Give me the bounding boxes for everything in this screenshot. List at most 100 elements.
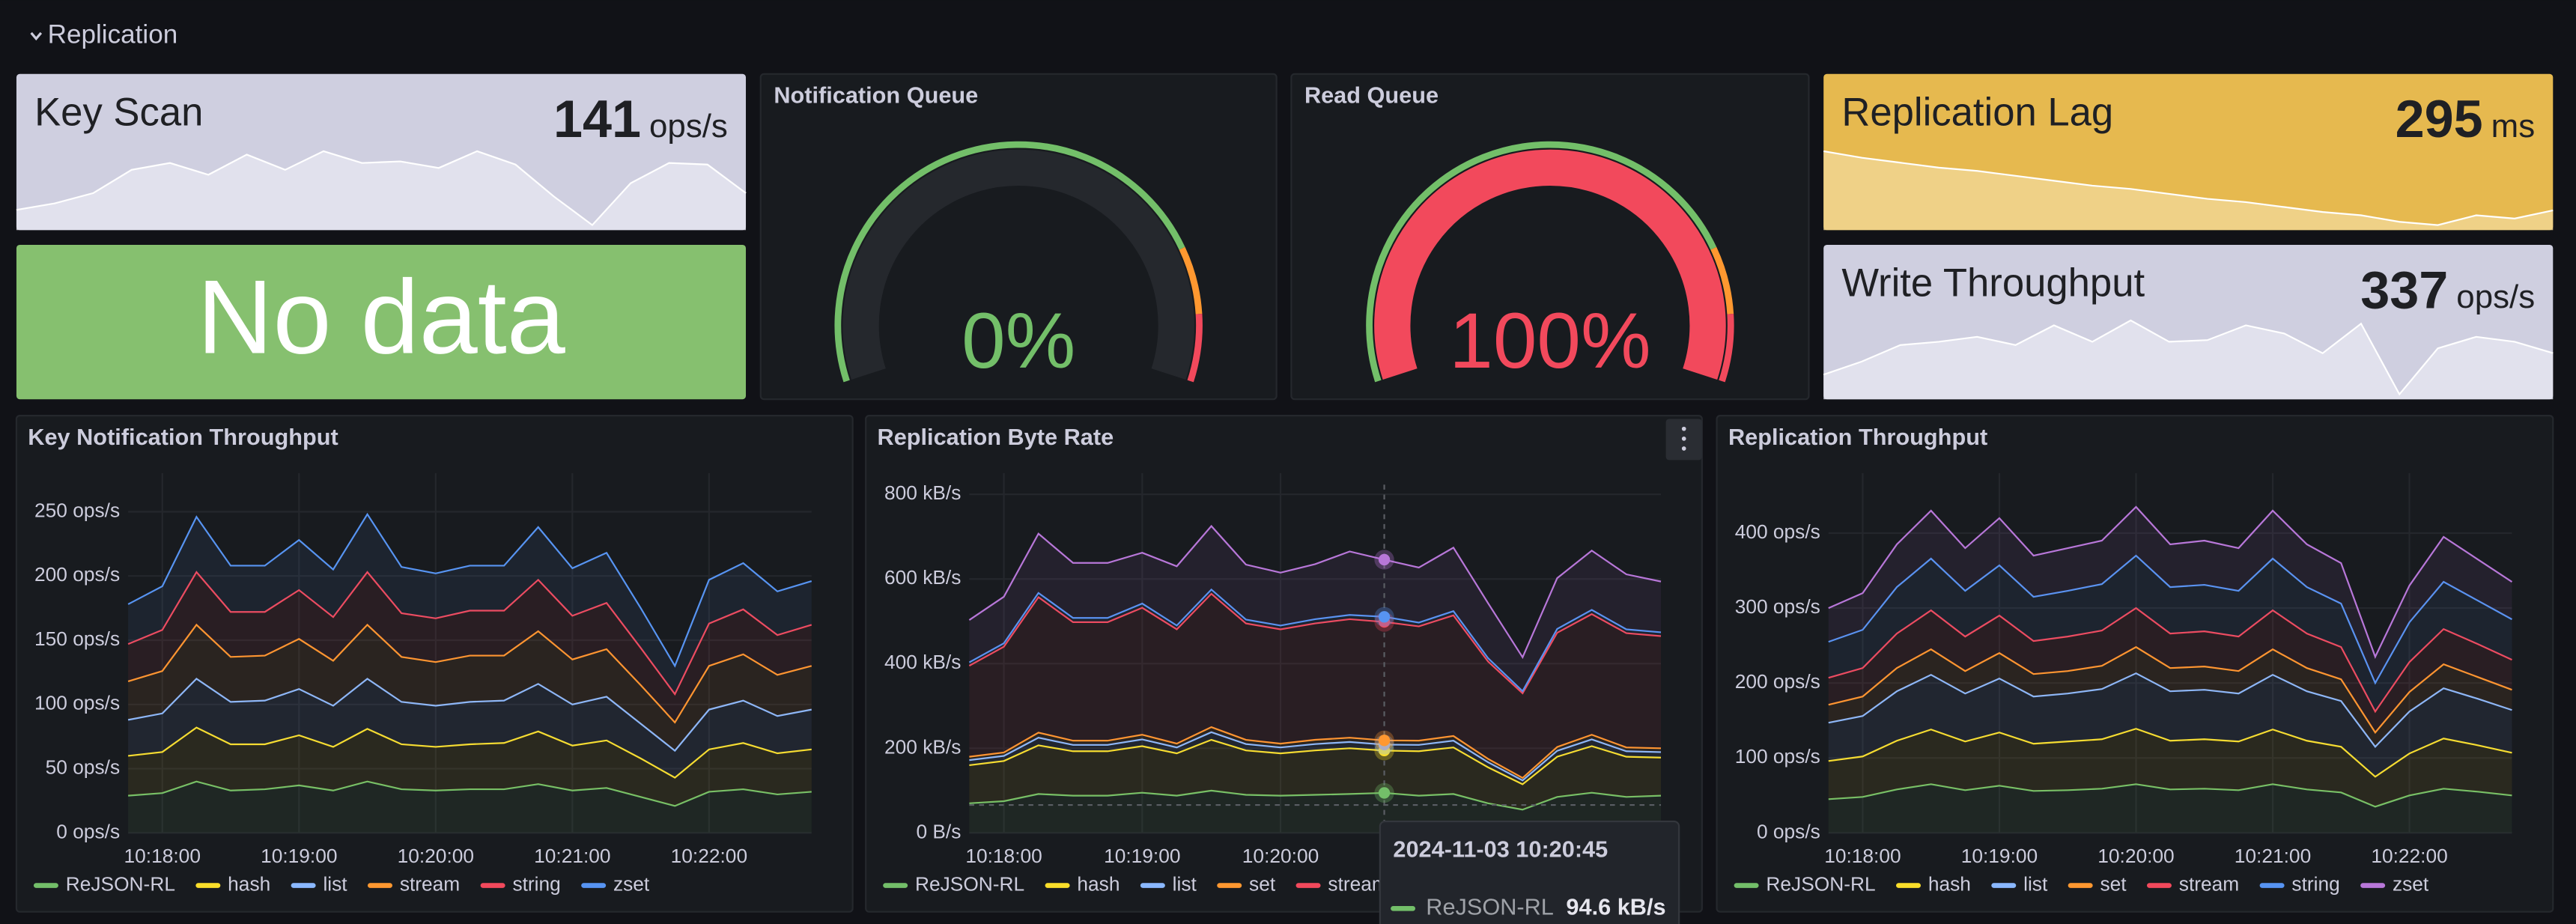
y-tick-label: 0 ops/s bbox=[56, 820, 120, 842]
legend-label[interactable]: list bbox=[2023, 873, 2048, 896]
x-tick-label: 10:19:00 bbox=[1961, 845, 2038, 867]
y-tick-label: 250 ops/s bbox=[34, 499, 120, 521]
series-line bbox=[127, 678, 812, 753]
menu-dot[interactable] bbox=[1681, 446, 1686, 451]
legend-label[interactable]: ReJSON-RL bbox=[1766, 873, 1875, 896]
y-tick-label: 200 ops/s bbox=[1735, 670, 1820, 693]
y-tick-label: 50 ops/s bbox=[46, 756, 120, 779]
gauge-threshold bbox=[1719, 314, 1734, 383]
sparkline bbox=[1823, 150, 2554, 226]
series-area bbox=[128, 781, 812, 833]
tooltip-box bbox=[1379, 820, 1680, 924]
gauge-threshold bbox=[1366, 141, 1717, 383]
series-area bbox=[969, 526, 1662, 692]
x-tick-label: 10:22:00 bbox=[671, 845, 747, 867]
x-tick-label: 10:19:00 bbox=[1104, 845, 1180, 867]
stat-unit: ms bbox=[2491, 108, 2535, 145]
legend-label[interactable]: string bbox=[2291, 873, 2339, 896]
series-area bbox=[1828, 506, 2512, 684]
gauge-value bbox=[1374, 149, 1726, 380]
stat-unit: ops/s bbox=[2456, 279, 2535, 315]
gauge-track bbox=[842, 149, 1194, 380]
legend-label[interactable]: zset bbox=[613, 873, 650, 896]
panel-title: Read Queue bbox=[1304, 82, 1439, 109]
series-area bbox=[128, 727, 812, 806]
series-area bbox=[1828, 673, 2512, 777]
panel bbox=[1290, 73, 1810, 401]
series-area bbox=[1828, 608, 2512, 733]
series-line bbox=[1828, 554, 2512, 685]
row-chevron[interactable] bbox=[30, 31, 43, 41]
series-line bbox=[969, 738, 1662, 785]
panel bbox=[15, 415, 854, 913]
series-area bbox=[128, 678, 812, 778]
gauge-threshold bbox=[1187, 314, 1203, 383]
legend-label[interactable]: zset bbox=[2393, 873, 2429, 896]
legend-label[interactable]: ReJSON-RL bbox=[66, 873, 175, 896]
stat-value: 337 bbox=[2360, 260, 2448, 319]
series-line bbox=[968, 524, 1662, 660]
series-line bbox=[1828, 672, 2512, 748]
gauge-threshold bbox=[1710, 246, 1734, 314]
series-line bbox=[968, 592, 1662, 695]
legend-label[interactable]: set bbox=[1249, 873, 1276, 896]
y-tick-label: 800 kB/s bbox=[884, 481, 961, 504]
legend-label[interactable]: hash bbox=[1077, 873, 1120, 896]
no-data-text: No data bbox=[197, 258, 566, 376]
hover-point bbox=[1378, 553, 1391, 566]
series-line bbox=[968, 588, 1662, 693]
series-line bbox=[1828, 505, 2513, 659]
hover-point bbox=[1378, 735, 1391, 747]
legend-label[interactable]: stream bbox=[1328, 873, 1388, 896]
stat-unit: ops/s bbox=[649, 108, 728, 145]
legend-label[interactable]: list bbox=[1173, 873, 1197, 896]
y-tick-label: 600 kB/s bbox=[884, 566, 961, 589]
stat-value: 141 bbox=[553, 89, 641, 148]
legend-label[interactable]: stream bbox=[400, 873, 460, 896]
series-line bbox=[969, 731, 1662, 782]
series-area bbox=[1828, 784, 2512, 833]
legend-label[interactable]: hash bbox=[1928, 873, 1971, 896]
panel bbox=[16, 244, 747, 400]
y-tick-label: 0 ops/s bbox=[1757, 820, 1820, 842]
series-line bbox=[1828, 645, 2512, 735]
x-tick-label: 10:22:00 bbox=[2371, 845, 2447, 867]
legend-label[interactable]: hash bbox=[228, 873, 270, 896]
panel bbox=[759, 73, 1278, 401]
y-tick-label: 400 kB/s bbox=[884, 651, 961, 673]
legend-label[interactable]: set bbox=[2100, 873, 2127, 896]
sparkline-area bbox=[16, 151, 747, 231]
gauge-threshold bbox=[1179, 246, 1203, 314]
gauge-value-label: 100% bbox=[1449, 297, 1650, 385]
series-line bbox=[1828, 783, 2512, 808]
x-tick-label: 10:18:00 bbox=[124, 845, 201, 867]
legend-label[interactable]: stream bbox=[2179, 873, 2239, 896]
series-area bbox=[128, 572, 812, 723]
legend-label[interactable]: ReJSON-RL bbox=[915, 873, 1024, 896]
sparkline bbox=[1823, 319, 2554, 396]
row-title[interactable]: Replication bbox=[48, 20, 178, 49]
hover-point bbox=[1378, 611, 1391, 623]
x-tick-label: 10:20:00 bbox=[398, 845, 474, 867]
y-tick-label: 150 ops/s bbox=[34, 627, 120, 650]
stat-title: Replication Lag bbox=[1841, 91, 2113, 135]
series-area bbox=[969, 594, 1662, 778]
legend-label[interactable]: list bbox=[323, 873, 347, 896]
panel-title: Key Notification Throughput bbox=[28, 424, 338, 450]
tooltip-value: 94.6 kB/s bbox=[1566, 893, 1665, 920]
stat-title: Key Scan bbox=[34, 91, 203, 135]
sparkline-area bbox=[1823, 151, 2554, 231]
y-tick-label: 200 ops/s bbox=[34, 563, 120, 586]
sparkline-area bbox=[1823, 320, 2554, 400]
series-line bbox=[127, 571, 812, 696]
menu-dot[interactable] bbox=[1681, 426, 1686, 431]
series-line bbox=[128, 780, 812, 807]
series-area bbox=[128, 514, 812, 695]
x-tick-label: 10:20:00 bbox=[1242, 845, 1319, 867]
legend-label[interactable]: string bbox=[512, 873, 560, 896]
gauge-value-label: 0% bbox=[962, 297, 1075, 385]
y-tick-label: 200 kB/s bbox=[884, 735, 961, 758]
menu-dot[interactable] bbox=[1681, 436, 1686, 441]
